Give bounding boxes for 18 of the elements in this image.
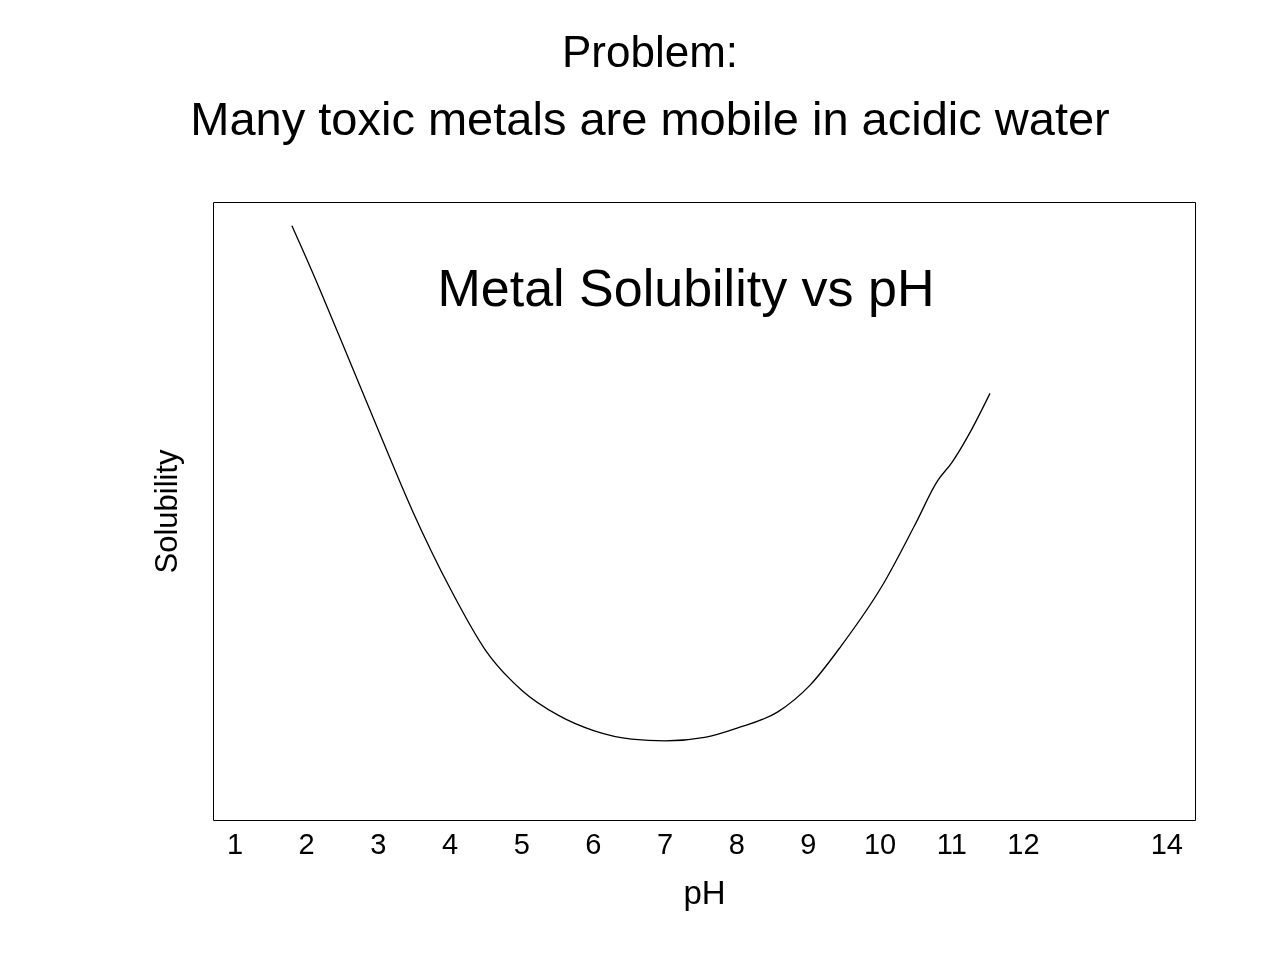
chart-title: Problem: bbox=[561, 27, 739, 76]
x-tick-label: 5 bbox=[513, 827, 530, 860]
x-tick-label: 6 bbox=[585, 827, 602, 860]
x-tick-label: 14 bbox=[1150, 827, 1183, 860]
x-tick-label: 9 bbox=[800, 827, 817, 860]
x-tick-label: 12 bbox=[1007, 827, 1040, 860]
chart-subtitle: Many toxic metals are mobile in acidic water bbox=[190, 92, 1110, 145]
annotation: Metal Solubility vs pH bbox=[437, 259, 935, 317]
x-tick-label: 4 bbox=[441, 827, 459, 860]
x-tick-label: 11 bbox=[936, 827, 967, 860]
x-tick-label: 2 bbox=[298, 827, 315, 860]
x-tick-label: 10 bbox=[863, 827, 897, 860]
x-axis-title: pH bbox=[683, 873, 726, 911]
x-tick-label: 7 bbox=[657, 827, 674, 860]
x-tick-label: 1 bbox=[226, 827, 244, 860]
x-tick-label: 3 bbox=[370, 827, 387, 860]
x-tick-label: 8 bbox=[728, 827, 745, 860]
y-axis-title: Solubility bbox=[148, 448, 184, 574]
